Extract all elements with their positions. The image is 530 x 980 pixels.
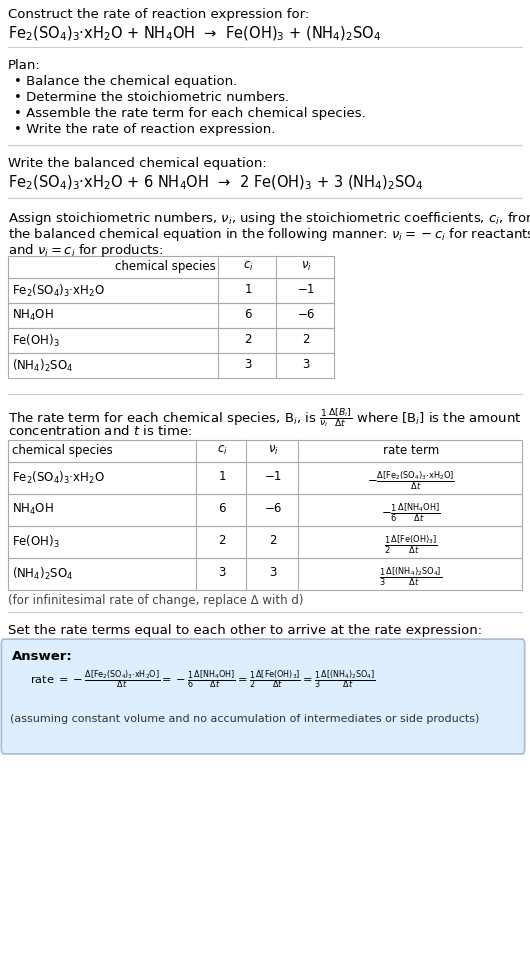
Text: $\nu_i$: $\nu_i$ xyxy=(301,260,312,273)
Bar xyxy=(8,440,522,462)
Text: (for infinitesimal rate of change, replace Δ with d): (for infinitesimal rate of change, repla… xyxy=(8,594,304,607)
Text: −6: −6 xyxy=(264,502,281,515)
Text: $c_i$: $c_i$ xyxy=(217,444,227,457)
Text: (NH$_4$)$_2$SO$_4$: (NH$_4$)$_2$SO$_4$ xyxy=(12,358,74,374)
Text: 6: 6 xyxy=(244,308,252,321)
Text: NH$_4$OH: NH$_4$OH xyxy=(12,308,54,323)
Bar xyxy=(8,328,334,353)
Text: Answer:: Answer: xyxy=(12,650,73,663)
Text: 2: 2 xyxy=(244,333,252,346)
Text: the balanced chemical equation in the following manner: $\nu_i = -c_i$ for react: the balanced chemical equation in the fo… xyxy=(8,226,530,243)
Text: $c_i$: $c_i$ xyxy=(243,260,253,273)
Text: (NH$_4$)$_2$SO$_4$: (NH$_4$)$_2$SO$_4$ xyxy=(12,566,74,582)
Bar xyxy=(8,278,334,303)
Text: $-\frac{1}{6}\frac{\Delta[\mathrm{NH_4OH}]}{\Delta t}$: $-\frac{1}{6}\frac{\Delta[\mathrm{NH_4OH… xyxy=(381,502,441,524)
Text: Fe$_2$(SO$_4$)$_3$·xH$_2$O: Fe$_2$(SO$_4$)$_3$·xH$_2$O xyxy=(12,470,105,486)
Text: Fe(OH)$_3$: Fe(OH)$_3$ xyxy=(12,534,60,550)
FancyBboxPatch shape xyxy=(2,639,525,754)
Bar xyxy=(8,494,522,526)
Bar xyxy=(8,462,522,494)
Text: rate term: rate term xyxy=(383,444,439,457)
Text: 3: 3 xyxy=(244,358,252,371)
Text: NH$_4$OH: NH$_4$OH xyxy=(12,502,54,517)
Bar xyxy=(8,558,522,590)
Text: rate $= -\frac{\Delta[\mathrm{Fe_2(SO_4)_3{\cdot}xH_2O}]}{\Delta t}= -\frac{1}{6: rate $= -\frac{\Delta[\mathrm{Fe_2(SO_4)… xyxy=(30,668,375,691)
Text: $-\frac{\Delta[\mathrm{Fe_2(SO_4)_3{\cdot}xH_2O}]}{\Delta t}$: $-\frac{\Delta[\mathrm{Fe_2(SO_4)_3{\cdo… xyxy=(367,470,455,493)
Text: 3: 3 xyxy=(269,566,277,579)
Text: 2: 2 xyxy=(218,534,226,547)
Text: concentration and $t$ is time:: concentration and $t$ is time: xyxy=(8,424,192,438)
Text: The rate term for each chemical species, B$_i$, is $\frac{1}{\nu_i}\frac{\Delta[: The rate term for each chemical species,… xyxy=(8,406,522,429)
Text: 2: 2 xyxy=(269,534,277,547)
Text: 3: 3 xyxy=(218,566,226,579)
Text: −6: −6 xyxy=(297,308,315,321)
Text: Assign stoichiometric numbers, $\nu_i$, using the stoichiometric coefficients, $: Assign stoichiometric numbers, $\nu_i$, … xyxy=(8,210,530,227)
Bar xyxy=(8,526,522,558)
Text: chemical species: chemical species xyxy=(12,444,113,457)
Text: $\frac{1}{2}\frac{\Delta[\mathrm{Fe(OH)_3}]}{\Delta t}$: $\frac{1}{2}\frac{\Delta[\mathrm{Fe(OH)_… xyxy=(384,534,438,557)
Text: • Determine the stoichiometric numbers.: • Determine the stoichiometric numbers. xyxy=(14,91,289,104)
Text: • Balance the chemical equation.: • Balance the chemical equation. xyxy=(14,75,237,88)
Text: Fe$_2$(SO$_4$)$_3$·xH$_2$O + NH$_4$OH  →  Fe(OH)$_3$ + (NH$_4$)$_2$SO$_4$: Fe$_2$(SO$_4$)$_3$·xH$_2$O + NH$_4$OH → … xyxy=(8,25,381,43)
Text: $\nu_i$: $\nu_i$ xyxy=(268,444,278,457)
Text: (assuming constant volume and no accumulation of intermediates or side products): (assuming constant volume and no accumul… xyxy=(10,714,479,724)
Text: and $\nu_i = c_i$ for products:: and $\nu_i = c_i$ for products: xyxy=(8,242,164,259)
Text: Construct the rate of reaction expression for:: Construct the rate of reaction expressio… xyxy=(8,8,309,21)
Text: Fe(OH)$_3$: Fe(OH)$_3$ xyxy=(12,333,60,349)
Text: −1: −1 xyxy=(297,283,315,296)
Text: • Write the rate of reaction expression.: • Write the rate of reaction expression. xyxy=(14,123,276,136)
Text: Set the rate terms equal to each other to arrive at the rate expression:: Set the rate terms equal to each other t… xyxy=(8,624,482,637)
Text: Fe$_2$(SO$_4$)$_3$·xH$_2$O: Fe$_2$(SO$_4$)$_3$·xH$_2$O xyxy=(12,283,105,299)
Text: 1: 1 xyxy=(244,283,252,296)
Text: Plan:: Plan: xyxy=(8,59,41,72)
Bar xyxy=(8,353,334,378)
Text: Write the balanced chemical equation:: Write the balanced chemical equation: xyxy=(8,157,267,170)
Text: 3: 3 xyxy=(302,358,310,371)
Text: • Assemble the rate term for each chemical species.: • Assemble the rate term for each chemic… xyxy=(14,107,366,120)
Text: 1: 1 xyxy=(218,470,226,483)
Text: $\frac{1}{3}\frac{\Delta[\mathrm{(NH_4)_2SO_4}]}{\Delta t}$: $\frac{1}{3}\frac{\Delta[\mathrm{(NH_4)_… xyxy=(379,566,443,588)
Bar xyxy=(8,303,334,328)
Text: chemical species: chemical species xyxy=(115,260,216,273)
Text: 2: 2 xyxy=(302,333,310,346)
Text: Fe$_2$(SO$_4$)$_3$·xH$_2$O + 6 NH$_4$OH  →  2 Fe(OH)$_3$ + 3 (NH$_4$)$_2$SO$_4$: Fe$_2$(SO$_4$)$_3$·xH$_2$O + 6 NH$_4$OH … xyxy=(8,174,423,192)
Text: −1: −1 xyxy=(264,470,281,483)
Text: 6: 6 xyxy=(218,502,226,515)
Bar xyxy=(8,256,334,278)
